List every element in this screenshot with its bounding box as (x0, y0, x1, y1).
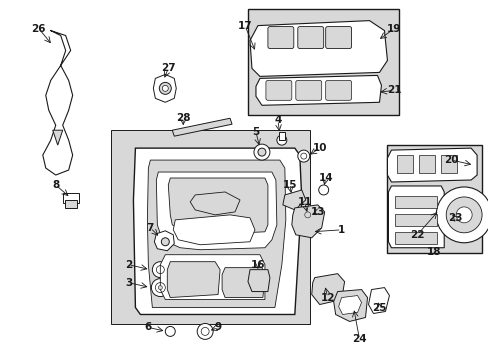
Bar (386, 145, 481, 253)
Text: 16: 16 (250, 260, 264, 270)
Circle shape (159, 82, 171, 94)
Circle shape (152, 262, 168, 278)
Text: 25: 25 (371, 302, 386, 312)
Polygon shape (173, 215, 254, 245)
Text: 13: 13 (310, 207, 325, 217)
Text: 23: 23 (447, 213, 462, 223)
Bar (247, 9, 399, 115)
Polygon shape (291, 205, 324, 238)
Text: 7: 7 (146, 223, 154, 233)
Circle shape (276, 135, 286, 145)
Circle shape (258, 148, 265, 156)
Text: 24: 24 (351, 334, 366, 345)
Polygon shape (386, 148, 476, 182)
Text: 27: 27 (161, 63, 175, 73)
Circle shape (158, 285, 162, 289)
Polygon shape (154, 231, 174, 251)
Bar (395, 214, 436, 226)
Polygon shape (311, 274, 344, 305)
Circle shape (297, 150, 309, 162)
Text: 22: 22 (409, 230, 424, 240)
Text: 8: 8 (52, 180, 59, 190)
Polygon shape (153, 75, 176, 102)
Polygon shape (222, 268, 264, 298)
Text: 15: 15 (282, 180, 297, 190)
Text: 26: 26 (32, 24, 46, 33)
Circle shape (165, 327, 175, 336)
Circle shape (161, 238, 169, 246)
Polygon shape (368, 288, 388, 314)
Circle shape (151, 279, 169, 297)
Polygon shape (53, 130, 62, 145)
Polygon shape (167, 262, 220, 298)
Circle shape (197, 323, 213, 339)
FancyBboxPatch shape (325, 27, 351, 49)
FancyBboxPatch shape (295, 80, 321, 100)
Circle shape (446, 197, 481, 233)
Text: 4: 4 (274, 115, 281, 125)
Polygon shape (387, 186, 443, 248)
Circle shape (162, 85, 168, 91)
Polygon shape (190, 192, 240, 215)
Polygon shape (147, 160, 285, 307)
FancyBboxPatch shape (267, 27, 293, 49)
Text: 18: 18 (426, 247, 441, 257)
Polygon shape (282, 190, 305, 210)
Circle shape (318, 185, 328, 195)
Bar (419, 155, 434, 173)
Text: 12: 12 (320, 293, 334, 302)
Polygon shape (168, 178, 267, 235)
Polygon shape (172, 118, 232, 136)
FancyBboxPatch shape (325, 80, 351, 100)
Bar (64, 200, 77, 208)
Text: 11: 11 (297, 197, 311, 207)
FancyBboxPatch shape (265, 80, 291, 100)
Polygon shape (156, 172, 276, 250)
Text: 6: 6 (144, 323, 152, 332)
Bar (62, 193, 79, 203)
Text: 10: 10 (312, 143, 326, 153)
Polygon shape (247, 270, 269, 292)
Polygon shape (333, 289, 367, 321)
Polygon shape (160, 255, 264, 300)
Circle shape (301, 209, 313, 221)
Text: 5: 5 (252, 127, 259, 137)
Text: 1: 1 (337, 225, 345, 235)
Text: 2: 2 (124, 260, 132, 270)
Bar (110, 130, 309, 324)
Bar (397, 155, 412, 173)
Polygon shape (255, 75, 381, 105)
Bar (440, 155, 456, 173)
Polygon shape (249, 21, 386, 76)
Bar (395, 196, 436, 208)
Bar (278, 132, 285, 140)
Circle shape (455, 207, 471, 223)
Text: 20: 20 (443, 155, 458, 165)
Polygon shape (133, 148, 301, 315)
Text: 14: 14 (318, 173, 332, 183)
Text: 28: 28 (176, 113, 190, 123)
Bar (395, 232, 436, 244)
Circle shape (435, 187, 488, 243)
Circle shape (253, 144, 269, 160)
FancyBboxPatch shape (297, 27, 323, 49)
Text: 3: 3 (124, 278, 132, 288)
Polygon shape (338, 296, 361, 315)
Text: 9: 9 (214, 323, 221, 332)
Text: 19: 19 (386, 24, 401, 33)
Text: 17: 17 (237, 21, 252, 31)
Text: 21: 21 (386, 85, 401, 95)
